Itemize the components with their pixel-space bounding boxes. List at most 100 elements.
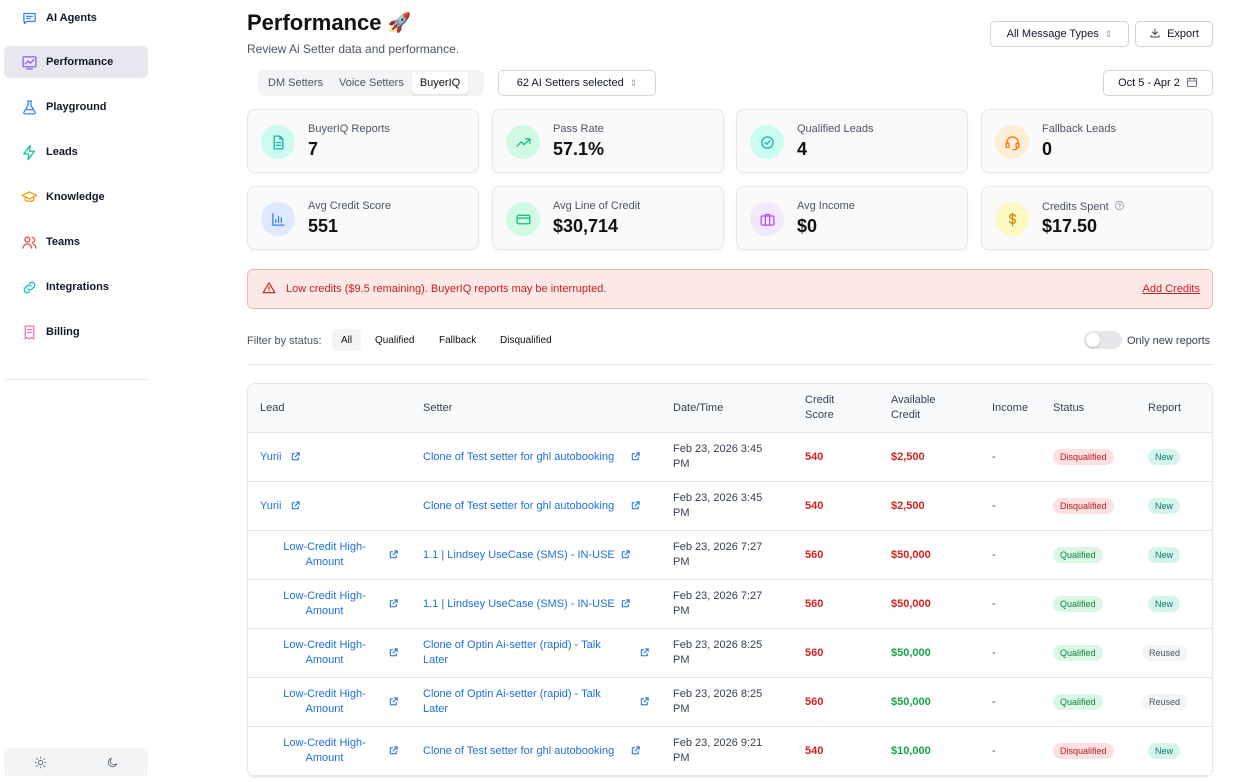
status-badge: Disqualified bbox=[1053, 449, 1114, 465]
report-badge[interactable]: Reused bbox=[1142, 694, 1188, 710]
date-line: Feb 23, 2026 9:21 bbox=[673, 737, 763, 749]
column-header-line: Credit bbox=[891, 409, 921, 421]
sidebar-item-ai-agents[interactable]: AI Agents bbox=[4, 2, 148, 34]
lead-link[interactable]: Low-Credit High- Amount bbox=[277, 687, 372, 717]
external-link-icon[interactable] bbox=[388, 598, 399, 609]
setters-select[interactable]: 62 AI Setters selected ⇕ bbox=[498, 70, 656, 96]
add-credits-link[interactable]: Add Credits bbox=[1142, 283, 1200, 295]
external-link-icon[interactable] bbox=[630, 745, 641, 756]
table-row[interactable]: Low-Credit High- Amount Clone of Optin Ai-… bbox=[248, 678, 1212, 727]
stat-label: BuyerIQ Reports bbox=[308, 123, 390, 135]
filter-fallback[interactable]: Fallback bbox=[439, 334, 477, 346]
sun-icon[interactable] bbox=[26, 751, 54, 773]
filter-all[interactable]: All bbox=[332, 329, 361, 351]
time-suffix: PM bbox=[673, 556, 690, 568]
setter-link[interactable]: Clone of Optin Ai-setter (rapid) - Talk L… bbox=[423, 638, 623, 668]
report-badge[interactable]: New bbox=[1148, 498, 1181, 514]
external-link-icon[interactable] bbox=[620, 598, 631, 609]
sidebar-item-leads[interactable]: Leads bbox=[4, 136, 148, 168]
lead-link[interactable]: Low-Credit High- Amount bbox=[277, 540, 372, 570]
report-badge[interactable]: New bbox=[1148, 743, 1181, 759]
available-credit: $50,000 bbox=[891, 598, 931, 610]
available-credit: $2,500 bbox=[891, 451, 925, 463]
warning-icon bbox=[262, 281, 276, 298]
filter-disqualified[interactable]: Disqualified bbox=[500, 334, 552, 346]
setter-link[interactable]: 1.1 | Lindsey UseCase (SMS) - IN-USE bbox=[423, 597, 653, 612]
filter-qualified[interactable]: Qualified bbox=[375, 334, 415, 346]
sidebar-item-label: Integrations bbox=[46, 281, 109, 293]
table-row[interactable]: Low-Credit High- Amount 1.1 | Lindsey UseC… bbox=[248, 580, 1212, 629]
column-header-available-credit: Available Credit bbox=[891, 393, 935, 423]
filter-label: Filter by status: bbox=[247, 335, 322, 347]
date-range-picker[interactable]: Oct 5 - Apr 2 bbox=[1103, 70, 1213, 96]
stat-label: Qualified Leads bbox=[797, 123, 874, 135]
stat-label-text: Credits Spent bbox=[1042, 201, 1109, 213]
sidebar-item-knowledge[interactable]: Knowledge bbox=[4, 181, 148, 213]
sidebar-item-label: Performance bbox=[46, 56, 114, 68]
tab-buyeriq[interactable]: BuyerIQ bbox=[411, 72, 469, 94]
only-new-reports-toggle[interactable] bbox=[1084, 331, 1122, 349]
external-link-icon[interactable] bbox=[630, 500, 641, 511]
table-row[interactable]: Yurii Clone of Test setter for ghl autobo… bbox=[248, 482, 1212, 531]
report-badge[interactable]: New bbox=[1148, 547, 1181, 563]
table-row[interactable]: Low-Credit High- Amount Clone of Test sett… bbox=[248, 727, 1212, 776]
setter-link[interactable]: Clone of Test setter for ghl autobooking bbox=[423, 499, 653, 514]
sidebar-item-teams[interactable]: Teams bbox=[4, 226, 148, 258]
lead-link[interactable]: Yurii bbox=[260, 499, 281, 514]
only-new-reports-label: Only new reports bbox=[1127, 335, 1211, 347]
sidebar-item-playground[interactable]: Playground bbox=[4, 91, 148, 123]
help-icon[interactable] bbox=[1114, 200, 1125, 214]
sidebar-item-billing[interactable]: Billing bbox=[4, 316, 148, 348]
table-row[interactable]: Low-Credit High- Amount 1.1 | Lindsey UseC… bbox=[248, 531, 1212, 580]
stat-label: Fallback Leads bbox=[1042, 123, 1116, 135]
date-time: Feb 23, 2026 8:25 PM bbox=[673, 687, 762, 717]
setter-link[interactable]: Clone of Test setter for ghl autobooking bbox=[423, 744, 653, 759]
tab-voice-setters[interactable]: Voice Setters bbox=[339, 77, 404, 89]
tab-dm-setters[interactable]: DM Setters bbox=[268, 77, 324, 89]
external-link-icon[interactable] bbox=[388, 696, 399, 707]
date-time: Feb 23, 2026 7:27 PM bbox=[673, 540, 762, 570]
table-row[interactable]: Low-Credit High- Amount Clone of Optin Ai-… bbox=[248, 629, 1212, 678]
lead-link[interactable]: Yurii bbox=[260, 450, 281, 465]
sidebar-item-integrations[interactable]: Integrations bbox=[4, 271, 148, 303]
external-link-icon[interactable] bbox=[388, 549, 399, 560]
report-badge[interactable]: New bbox=[1148, 596, 1181, 612]
available-credit: $50,000 bbox=[891, 549, 931, 561]
moon-icon[interactable] bbox=[98, 751, 126, 773]
column-header-credit-score: Credit Score bbox=[805, 393, 834, 423]
external-link-icon[interactable] bbox=[639, 696, 650, 707]
credit-score: 540 bbox=[805, 745, 824, 757]
sidebar-item-performance[interactable]: Performance bbox=[4, 46, 148, 78]
lead-link[interactable]: Low-Credit High- Amount bbox=[277, 638, 372, 668]
stat-label: Credits Spent bbox=[1042, 200, 1125, 214]
setter-link[interactable]: Clone of Optin Ai-setter (rapid) - Talk L… bbox=[423, 687, 623, 717]
external-link-icon[interactable] bbox=[639, 647, 650, 658]
report-badge[interactable]: New bbox=[1148, 449, 1181, 465]
message-type-select[interactable]: All Message Types ⇕ bbox=[990, 21, 1129, 47]
time-suffix: PM bbox=[673, 654, 690, 666]
available-credit: $10,000 bbox=[891, 745, 931, 757]
status-badge: Qualified bbox=[1053, 694, 1103, 710]
external-link-icon[interactable] bbox=[290, 500, 301, 511]
column-header-datetime: Date/Time bbox=[673, 402, 724, 414]
lead-name-line: Low-Credit High- bbox=[283, 639, 366, 651]
table-row[interactable]: Yurii Clone of Test setter for ghl autobo… bbox=[248, 433, 1212, 482]
stat-label: Avg Line of Credit bbox=[553, 200, 641, 212]
lead-link[interactable]: Low-Credit High- Amount bbox=[277, 736, 372, 766]
external-link-icon[interactable] bbox=[290, 451, 301, 462]
rocket-icon: 🚀 bbox=[387, 13, 412, 34]
available-credit: $2,500 bbox=[891, 500, 925, 512]
low-credits-alert: Low credits ($9.5 remaining). BuyerIQ re… bbox=[247, 269, 1213, 309]
report-badge[interactable]: Reused bbox=[1142, 645, 1188, 661]
lead-link[interactable]: Low-Credit High- Amount bbox=[277, 589, 372, 619]
export-button[interactable]: Export bbox=[1135, 21, 1213, 47]
external-link-icon[interactable] bbox=[388, 647, 399, 658]
setter-link[interactable]: Clone of Test setter for ghl autobooking bbox=[423, 450, 653, 465]
external-link-icon[interactable] bbox=[620, 549, 631, 560]
external-link-icon[interactable] bbox=[630, 451, 641, 462]
external-link-icon[interactable] bbox=[388, 745, 399, 756]
status-badge: Qualified bbox=[1053, 596, 1103, 612]
stat-card-buyeriq-reports: BuyerIQ Reports 7 bbox=[247, 109, 479, 173]
stat-value: 0 bbox=[1042, 139, 1053, 159]
setter-link[interactable]: 1.1 | Lindsey UseCase (SMS) - IN-USE bbox=[423, 548, 653, 563]
